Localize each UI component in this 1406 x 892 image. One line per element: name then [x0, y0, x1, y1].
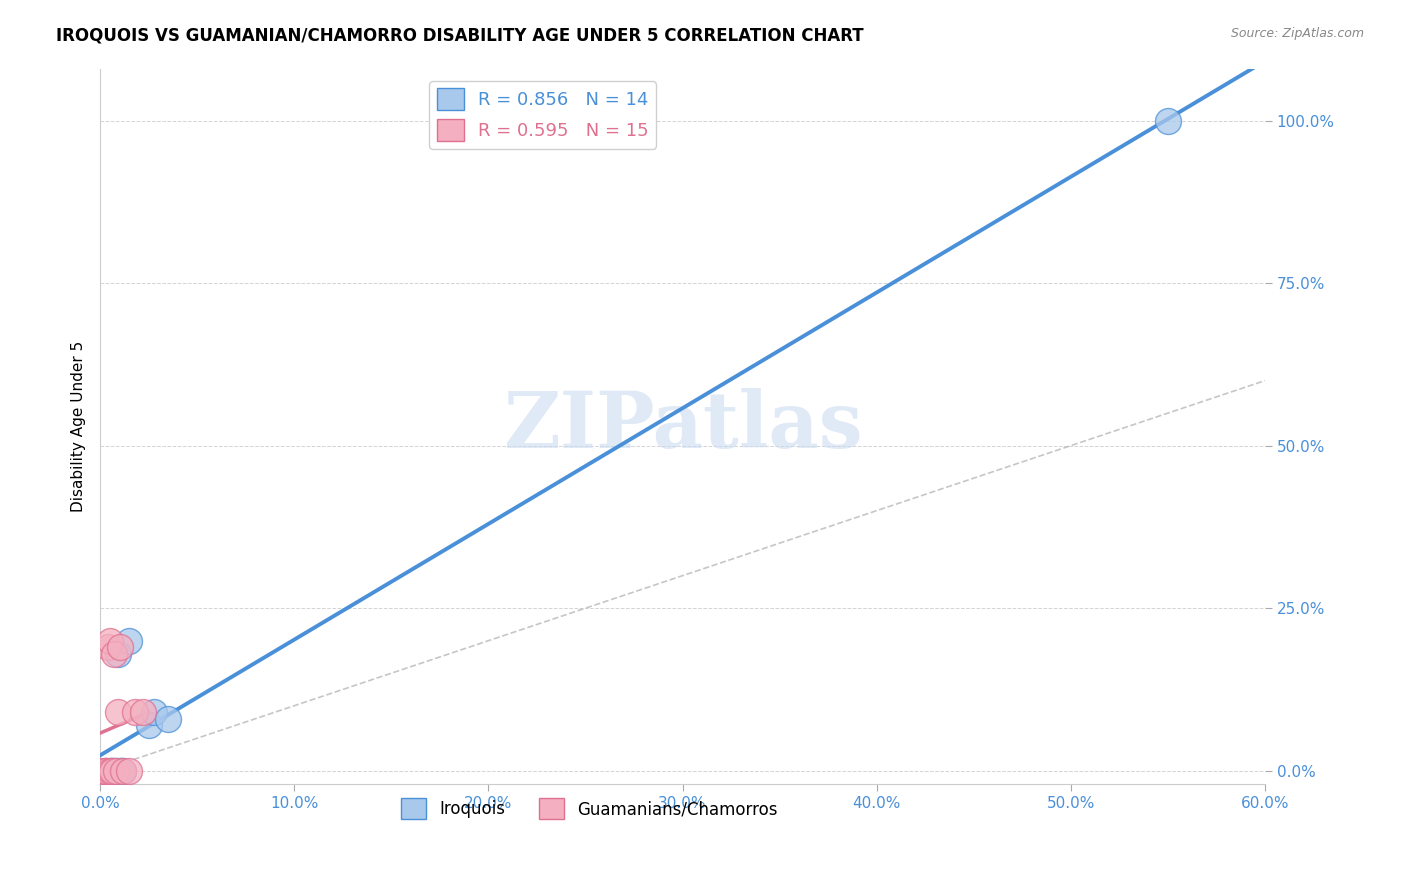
Point — [93, 764, 115, 778]
Point — [138, 718, 160, 732]
Point — [101, 764, 124, 778]
Text: Source: ZipAtlas.com: Source: ZipAtlas.com — [1230, 27, 1364, 40]
Legend: Iroquois, Guamanians/Chamorros: Iroquois, Guamanians/Chamorros — [395, 792, 785, 825]
Point — [107, 705, 129, 719]
Point — [143, 705, 166, 719]
Text: ZIPatlas: ZIPatlas — [503, 388, 862, 464]
Text: IROQUOIS VS GUAMANIAN/CHAMORRO DISABILITY AGE UNDER 5 CORRELATION CHART: IROQUOIS VS GUAMANIAN/CHAMORRO DISABILIT… — [56, 27, 863, 45]
Point — [112, 764, 135, 778]
Point — [98, 764, 121, 778]
Point — [103, 764, 125, 778]
Point — [94, 764, 117, 778]
Point — [118, 764, 141, 778]
Point — [118, 633, 141, 648]
Point — [98, 633, 121, 648]
Point — [103, 647, 125, 661]
Point — [1157, 113, 1180, 128]
Point — [107, 647, 129, 661]
Point — [89, 764, 111, 778]
Point — [110, 764, 132, 778]
Point — [104, 764, 127, 778]
Point — [132, 705, 155, 719]
Point — [98, 764, 121, 778]
Point — [97, 640, 120, 655]
Point — [104, 764, 127, 778]
Point — [112, 764, 135, 778]
Point — [94, 764, 117, 778]
Point — [108, 640, 131, 655]
Point — [124, 705, 146, 719]
Point — [101, 764, 124, 778]
Point — [157, 712, 180, 726]
Y-axis label: Disability Age Under 5: Disability Age Under 5 — [72, 341, 86, 512]
Point — [108, 764, 131, 778]
